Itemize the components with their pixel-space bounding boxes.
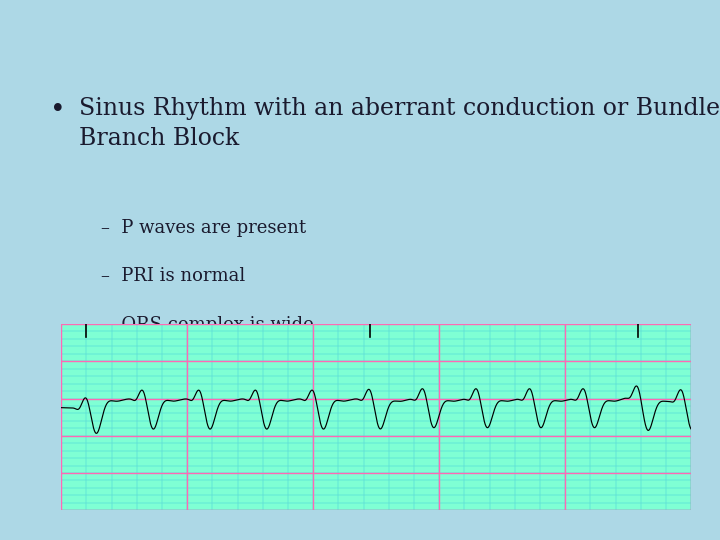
Text: –  PRI is normal: – PRI is normal: [101, 267, 245, 285]
Text: –  QRS complex is wide: – QRS complex is wide: [101, 316, 313, 334]
Text: Sinus Rhythm with an aberrant conduction or Bundle
Branch Block: Sinus Rhythm with an aberrant conduction…: [79, 97, 720, 151]
Text: –  P waves are present: – P waves are present: [101, 219, 306, 237]
Text: •: •: [50, 97, 66, 122]
